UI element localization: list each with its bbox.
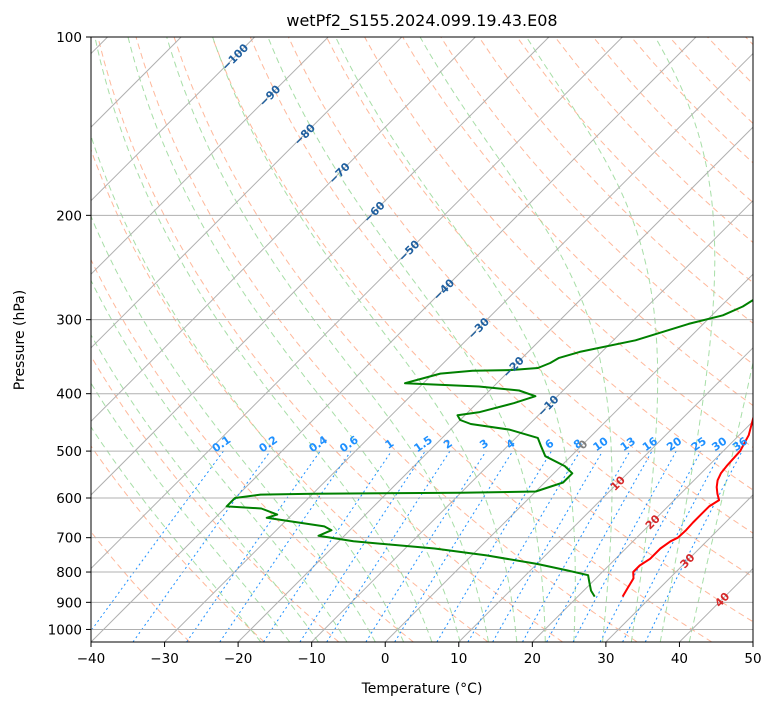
- x-tick-label: 40: [671, 651, 688, 667]
- skewed-isotherm: [384, 273, 753, 642]
- moist-adiabat: [335, 37, 576, 642]
- dry-adiabat: [173, 37, 713, 642]
- chart-title: wetPf2_S155.2024.099.19.43.E08: [286, 11, 557, 31]
- y-tick-label: 1000: [48, 622, 82, 638]
- skewed-isotherm: [311, 199, 753, 642]
- y-tick-label: 500: [56, 444, 82, 460]
- temperature-profile: [621, 414, 753, 598]
- moist-adiabat: [688, 360, 753, 642]
- x-tick-label: 0: [381, 651, 390, 667]
- x-tick-label: −40: [77, 651, 106, 667]
- mixing-ratio-line: [492, 450, 604, 642]
- dry-adiabat: [97, 37, 563, 642]
- skewed-isotherm: [237, 126, 753, 642]
- moist-adiabat: [94, 37, 433, 642]
- y-tick-label: 700: [56, 531, 82, 547]
- moist-adiabat: [91, 333, 319, 642]
- moist-adiabat: [127, 37, 461, 642]
- y-tick-label: 600: [56, 491, 82, 507]
- y-axis: 100 200 300 400 500 600 700 800 900 1000: [48, 30, 91, 638]
- dewpoint-profile: [225, 298, 753, 598]
- x-tick-label: −30: [150, 651, 179, 667]
- skewed-isotherm: [605, 494, 753, 642]
- moist-adiabat: [91, 134, 405, 642]
- mixing-ratio-line: [186, 450, 321, 642]
- x-tick-label: −10: [297, 651, 326, 667]
- skewed-isotherm: [531, 420, 753, 642]
- skewed-isotherm: [91, 37, 550, 496]
- mixing-ratio-line: [436, 450, 552, 642]
- y-axis-label: Pressure (hPa): [12, 290, 28, 390]
- x-tick-label: 30: [597, 651, 614, 667]
- x-tick-label: 50: [744, 651, 761, 667]
- x-axis: −40 −30 −20 −10 0 10 20 30 40 50: [77, 642, 762, 667]
- skewed-isotherm: [164, 52, 753, 642]
- mixing-ratio-line: [132, 450, 271, 642]
- y-tick-label: 800: [56, 565, 82, 581]
- mixing-ratio-line: [522, 450, 631, 642]
- mixing-ratio-line: [299, 450, 426, 642]
- mixing-ratio-line: [326, 450, 451, 642]
- skewed-isotherm: [458, 347, 753, 642]
- mixing-ratio-line: [365, 450, 487, 642]
- moist-adiabat: [91, 214, 376, 642]
- plot-area: [91, 37, 753, 642]
- y-tick-label: 900: [56, 595, 82, 611]
- moist-adiabat: [654, 37, 716, 642]
- moist-adiabat: [91, 382, 291, 642]
- mixing-ratio-line: [644, 450, 743, 642]
- y-tick-label: 300: [56, 313, 82, 329]
- mixing-ratio-line: [572, 450, 677, 642]
- mixing-ratio-line: [622, 450, 722, 642]
- mixing-ratio-line: [91, 450, 224, 632]
- dry-adiabat: [91, 445, 265, 642]
- moist-adiabat: [166, 37, 489, 642]
- x-tick-label: 10: [450, 651, 467, 667]
- x-tick-label: 20: [524, 651, 541, 667]
- dry-adiabat: [91, 258, 414, 642]
- moist-adiabat: [212, 37, 518, 642]
- y-tick-label: 400: [56, 387, 82, 403]
- skewed-isotherm: [91, 37, 623, 570]
- x-tick-label: −20: [224, 651, 253, 667]
- mixing-ratio-line: [599, 450, 702, 642]
- moist-adiabat: [267, 37, 546, 642]
- skewed-isotherm: [91, 37, 476, 423]
- mixing-ratio-line: [467, 450, 581, 642]
- dry-adiabat: [326, 37, 753, 491]
- skewed-isotherm: [91, 37, 256, 202]
- skewed-isotherm: [91, 37, 697, 642]
- moist-adiabat: [525, 37, 659, 642]
- dry-adiabat: [211, 37, 753, 623]
- skewed-isotherm: [91, 37, 329, 275]
- moist-adiabat: [91, 426, 262, 642]
- plot-frame: [90, 36, 754, 643]
- mixing-ratio-line: [546, 450, 653, 642]
- dry-adiabat: [287, 37, 753, 534]
- x-axis-label: Temperature (°C): [361, 681, 483, 697]
- y-tick-label: 100: [56, 30, 82, 46]
- dry-adiabat: [249, 37, 753, 578]
- y-tick-label: 200: [56, 208, 82, 224]
- moist-adiabat: [419, 37, 613, 642]
- skewed-isotherm: [91, 37, 403, 349]
- mixing-ratio-line: [394, 450, 514, 642]
